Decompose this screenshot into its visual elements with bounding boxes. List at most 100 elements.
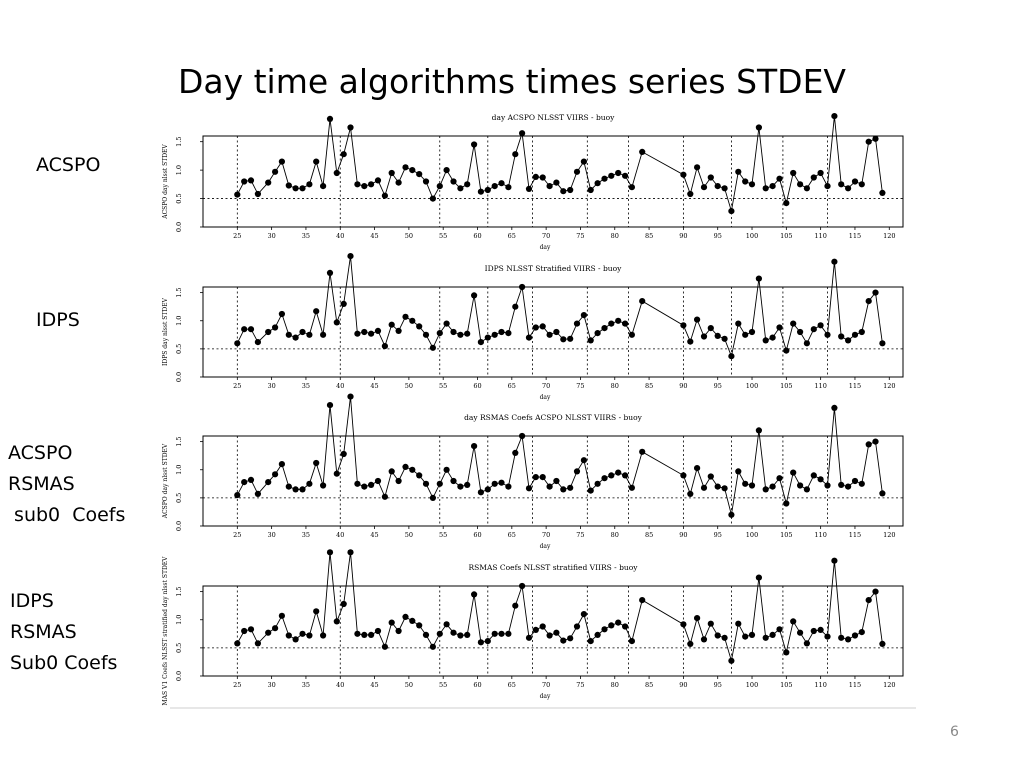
data-point bbox=[776, 626, 783, 633]
data-point bbox=[436, 330, 443, 337]
data-point bbox=[803, 640, 811, 647]
data-point bbox=[560, 188, 567, 195]
data-point bbox=[858, 328, 865, 336]
data-point bbox=[790, 469, 797, 476]
x-tick-label: 85 bbox=[645, 382, 653, 390]
data-point bbox=[505, 330, 512, 337]
data-point bbox=[879, 340, 886, 347]
data-point bbox=[402, 313, 409, 320]
data-point bbox=[694, 164, 701, 171]
data-point bbox=[817, 476, 824, 483]
x-tick-label: 110 bbox=[814, 232, 826, 240]
data-point bbox=[567, 484, 574, 491]
chart-panel-0: day ACSPO NLSST VIIRS - buoy 25 30 35 40 45 50… bbox=[162, 113, 904, 251]
data-point bbox=[532, 626, 539, 634]
data-point bbox=[553, 179, 560, 186]
data-point bbox=[247, 476, 255, 483]
data-point bbox=[546, 483, 553, 490]
data-point bbox=[553, 477, 560, 485]
data-point bbox=[694, 465, 701, 472]
data-point bbox=[457, 483, 464, 490]
data-point bbox=[241, 326, 248, 333]
slide-title: Day time algorithms times series STDEV bbox=[177, 62, 847, 101]
data-point bbox=[810, 174, 817, 181]
y-tick-label: 1.5 bbox=[175, 436, 183, 446]
y-tick-label: 0.5 bbox=[175, 193, 183, 203]
x-tick-label: 120 bbox=[883, 531, 895, 539]
data-point bbox=[817, 322, 824, 329]
data-point bbox=[299, 185, 306, 192]
data-point bbox=[347, 549, 354, 556]
data-point bbox=[594, 180, 601, 187]
data-point bbox=[457, 331, 464, 338]
data-point bbox=[608, 172, 615, 179]
data-point bbox=[285, 331, 292, 338]
data-point bbox=[265, 328, 272, 336]
data-point bbox=[851, 331, 859, 338]
data-point bbox=[491, 331, 498, 338]
y-tick-label: 0.5 bbox=[175, 344, 183, 354]
data-point bbox=[285, 632, 292, 639]
data-point bbox=[532, 474, 539, 481]
data-point bbox=[374, 327, 382, 334]
data-point bbox=[539, 323, 546, 330]
chart-title: day ACSPO NLSST VIIRS - buoy bbox=[492, 113, 615, 122]
data-point bbox=[471, 141, 478, 148]
data-point bbox=[254, 339, 261, 346]
data-point bbox=[831, 557, 838, 564]
plot-frame bbox=[202, 286, 904, 378]
x-tick-label: 35 bbox=[302, 232, 310, 240]
data-point bbox=[532, 324, 539, 331]
data-point bbox=[326, 269, 334, 276]
y-tick-label: 0.0 bbox=[175, 222, 183, 232]
y-tick-label: 1.0 bbox=[175, 316, 183, 326]
data-point bbox=[234, 640, 241, 647]
data-point bbox=[519, 283, 526, 291]
data-point bbox=[580, 457, 588, 464]
data-point bbox=[368, 481, 375, 488]
data-point bbox=[381, 643, 388, 650]
x-tick-label: 100 bbox=[746, 681, 758, 689]
data-point bbox=[755, 574, 763, 581]
data-point bbox=[313, 158, 320, 165]
data-point bbox=[464, 330, 471, 337]
data-point bbox=[498, 630, 505, 637]
data-point bbox=[797, 328, 804, 336]
data-point bbox=[265, 179, 272, 186]
x-tick-label: 80 bbox=[611, 232, 619, 240]
x-tick-label: 30 bbox=[267, 681, 275, 689]
data-point bbox=[803, 486, 811, 493]
data-point bbox=[395, 477, 402, 485]
data-point bbox=[742, 480, 749, 487]
data-point bbox=[748, 181, 756, 188]
data-point bbox=[381, 343, 388, 350]
data-point bbox=[272, 625, 279, 632]
x-tick-label: 100 bbox=[746, 232, 758, 240]
data-point bbox=[333, 618, 340, 625]
data-point bbox=[368, 181, 375, 188]
data-point bbox=[608, 320, 615, 327]
data-point bbox=[241, 627, 248, 635]
data-point bbox=[429, 195, 436, 202]
chart-title: RSMAS Coefs NLSST stratified VIIRS - buo… bbox=[469, 563, 639, 572]
x-tick-label: 115 bbox=[849, 382, 861, 390]
data-point bbox=[700, 184, 708, 191]
data-point bbox=[429, 344, 436, 351]
data-point bbox=[409, 167, 416, 174]
data-point bbox=[368, 330, 375, 337]
data-point bbox=[347, 253, 354, 260]
data-point bbox=[388, 468, 395, 475]
data-point bbox=[241, 479, 248, 486]
data-point bbox=[810, 326, 817, 333]
data-point bbox=[313, 608, 320, 615]
data-point bbox=[306, 181, 313, 188]
data-point bbox=[320, 632, 327, 639]
data-point bbox=[573, 320, 581, 327]
data-point bbox=[498, 328, 505, 336]
x-tick-label: 80 bbox=[611, 382, 619, 390]
data-point bbox=[313, 308, 320, 315]
data-point bbox=[292, 185, 299, 192]
x-tick-label: 45 bbox=[370, 681, 378, 689]
data-point bbox=[790, 169, 797, 177]
